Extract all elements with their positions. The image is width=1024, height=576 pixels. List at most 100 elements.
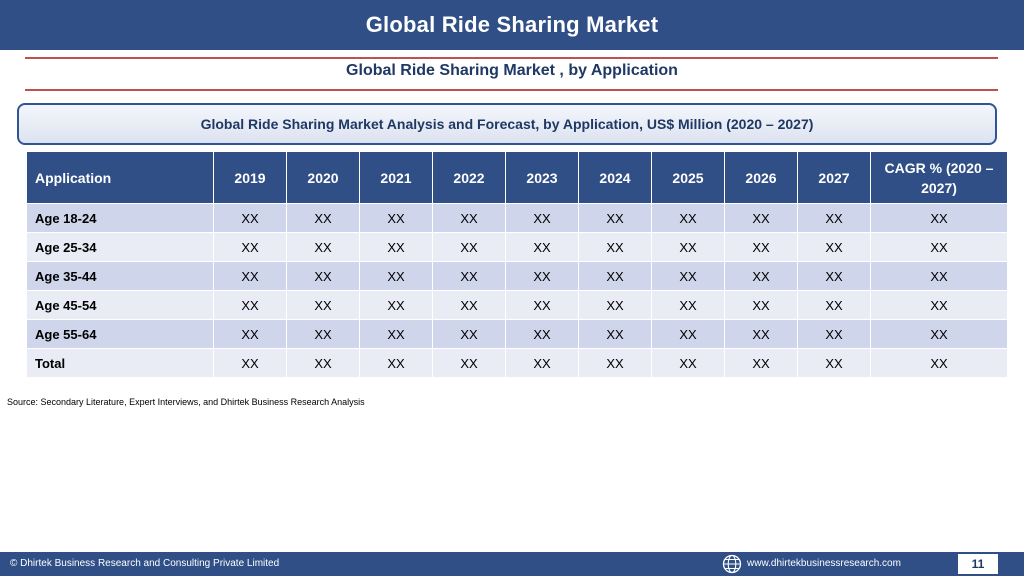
table-cell: XX bbox=[724, 261, 798, 291]
slide-header: Global Ride Sharing Market bbox=[0, 0, 1024, 50]
column-header-year: 2025 bbox=[651, 151, 725, 204]
table-cell: XX bbox=[797, 348, 871, 378]
table-row: Age 45-54 XX XX XX XX XX XX XX XX XX XX bbox=[26, 290, 1008, 320]
row-label: Age 45-54 bbox=[26, 290, 214, 320]
table-header-row: Application 2019 2020 2021 2022 2023 202… bbox=[26, 151, 1008, 204]
table-cell: XX bbox=[724, 319, 798, 349]
table-cell: XX bbox=[797, 261, 871, 291]
top-divider bbox=[25, 57, 998, 59]
section-subtitle: Global Ride Sharing Market , by Applicat… bbox=[346, 62, 678, 79]
table-cell: XX bbox=[870, 290, 1008, 320]
table-cell: XX bbox=[286, 203, 360, 233]
table-cell: XX bbox=[578, 348, 652, 378]
column-header-year: 2019 bbox=[213, 151, 287, 204]
table-cell: XX bbox=[359, 290, 433, 320]
table-caption: Global Ride Sharing Market Analysis and … bbox=[200, 116, 814, 132]
table-cell: XX bbox=[651, 319, 725, 349]
table-cell: XX bbox=[578, 232, 652, 262]
table-cell: XX bbox=[359, 348, 433, 378]
row-label: Total bbox=[26, 348, 214, 378]
globe-icon bbox=[722, 554, 742, 574]
table-row: Age 18-24 XX XX XX XX XX XX XX XX XX XX bbox=[26, 203, 1008, 233]
website-link[interactable]: www.dhirtekbusinessresearch.com bbox=[747, 558, 901, 569]
row-label: Age 55-64 bbox=[26, 319, 214, 349]
column-header-year: 2023 bbox=[505, 151, 579, 204]
table-caption-banner: Global Ride Sharing Market Analysis and … bbox=[17, 103, 997, 145]
column-header-cagr: CAGR % (2020 – 2027) bbox=[870, 151, 1008, 204]
table-cell: XX bbox=[505, 348, 579, 378]
table-cell: XX bbox=[213, 319, 287, 349]
table-cell: XX bbox=[505, 232, 579, 262]
table-cell: XX bbox=[505, 290, 579, 320]
table-body: Age 18-24 XX XX XX XX XX XX XX XX XX XX Age 25-34 XX… bbox=[26, 203, 1008, 378]
table-row: Age 35-44 XX XX XX XX XX XX XX XX XX XX bbox=[26, 261, 1008, 291]
table-cell: XX bbox=[213, 232, 287, 262]
table-row: Total XX XX XX XX XX XX XX XX XX XX bbox=[26, 348, 1008, 378]
column-header-year: 2021 bbox=[359, 151, 433, 204]
table-cell: XX bbox=[432, 319, 506, 349]
bottom-divider bbox=[25, 89, 998, 91]
table-cell: XX bbox=[286, 261, 360, 291]
table-cell: XX bbox=[432, 348, 506, 378]
table-cell: XX bbox=[505, 261, 579, 291]
table-cell: XX bbox=[432, 290, 506, 320]
table-cell: XX bbox=[797, 290, 871, 320]
table-cell: XX bbox=[286, 232, 360, 262]
table-row: Age 55-64 XX XX XX XX XX XX XX XX XX XX bbox=[26, 319, 1008, 349]
column-header-application: Application bbox=[26, 151, 214, 204]
market-table: Application 2019 2020 2021 2022 2023 202… bbox=[26, 151, 1008, 378]
table-cell: XX bbox=[870, 203, 1008, 233]
table-cell: XX bbox=[213, 290, 287, 320]
table-cell: XX bbox=[578, 290, 652, 320]
row-label: Age 18-24 bbox=[26, 203, 214, 233]
table-cell: XX bbox=[432, 203, 506, 233]
column-header-year: 2026 bbox=[724, 151, 798, 204]
row-label: Age 25-34 bbox=[26, 232, 214, 262]
table-cell: XX bbox=[724, 203, 798, 233]
table-cell: XX bbox=[651, 290, 725, 320]
table-cell: XX bbox=[432, 232, 506, 262]
slide-title: Global Ride Sharing Market bbox=[365, 12, 659, 37]
table-cell: XX bbox=[359, 319, 433, 349]
table-cell: XX bbox=[651, 261, 725, 291]
table-cell: XX bbox=[651, 232, 725, 262]
table-cell: XX bbox=[286, 348, 360, 378]
table-cell: XX bbox=[870, 261, 1008, 291]
source-note: Source: Secondary Literature, Expert Int… bbox=[7, 397, 365, 407]
table-cell: XX bbox=[797, 319, 871, 349]
table-cell: XX bbox=[724, 290, 798, 320]
table-cell: XX bbox=[870, 232, 1008, 262]
table-cell: XX bbox=[505, 319, 579, 349]
table-cell: XX bbox=[432, 261, 506, 291]
table-cell: XX bbox=[578, 203, 652, 233]
column-header-year: 2022 bbox=[432, 151, 506, 204]
table-cell: XX bbox=[505, 203, 579, 233]
table-cell: XX bbox=[724, 232, 798, 262]
table-cell: XX bbox=[213, 348, 287, 378]
table-cell: XX bbox=[359, 232, 433, 262]
table-cell: XX bbox=[578, 319, 652, 349]
table-cell: XX bbox=[213, 203, 287, 233]
column-header-year: 2024 bbox=[578, 151, 652, 204]
table-cell: XX bbox=[286, 319, 360, 349]
table-cell: XX bbox=[724, 348, 798, 378]
table-cell: XX bbox=[797, 232, 871, 262]
column-header-year: 2027 bbox=[797, 151, 871, 204]
table-cell: XX bbox=[870, 319, 1008, 349]
table-row: Age 25-34 XX XX XX XX XX XX XX XX XX XX bbox=[26, 232, 1008, 262]
table-cell: XX bbox=[870, 348, 1008, 378]
slide-footer: © Dhirtek Business Research and Consulti… bbox=[0, 552, 1024, 576]
table-cell: XX bbox=[651, 203, 725, 233]
table-cell: XX bbox=[359, 261, 433, 291]
copyright-text: © Dhirtek Business Research and Consulti… bbox=[10, 558, 280, 569]
page-number-box: 11 bbox=[958, 554, 998, 574]
column-header-year: 2020 bbox=[286, 151, 360, 204]
table-cell: XX bbox=[651, 348, 725, 378]
table-cell: XX bbox=[578, 261, 652, 291]
row-label: Age 35-44 bbox=[26, 261, 214, 291]
table-cell: XX bbox=[797, 203, 871, 233]
table-cell: XX bbox=[213, 261, 287, 291]
page-number: 11 bbox=[971, 557, 985, 571]
table-cell: XX bbox=[286, 290, 360, 320]
table-cell: XX bbox=[359, 203, 433, 233]
